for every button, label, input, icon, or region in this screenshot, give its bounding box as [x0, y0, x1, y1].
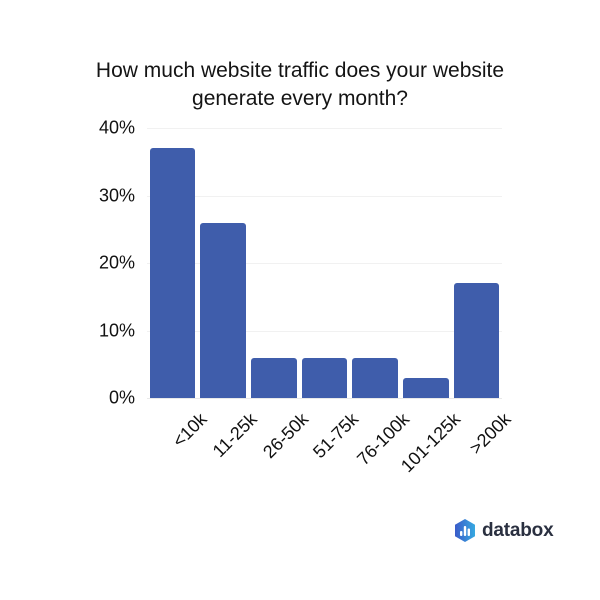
bar-101-125k	[403, 377, 449, 398]
bar-51-75k	[301, 357, 348, 398]
gridline	[147, 263, 502, 264]
databox-hexagon-chart-icon	[455, 519, 475, 542]
y-tick-label: 30%	[98, 185, 135, 205]
gridline	[147, 128, 502, 129]
bar-slot	[350, 128, 401, 398]
y-tick-label: 10%	[98, 320, 135, 340]
x-tick-label: 11-25k	[209, 409, 262, 462]
x-tick-label: <10k	[168, 409, 211, 452]
y-tick-label: 40%	[98, 117, 135, 138]
chart-title: How much website traffic does your websi…	[0, 57, 600, 113]
chart-title-line2: generate every month?	[192, 87, 408, 110]
bar-slot	[451, 128, 502, 398]
y-tick-label: 0%	[108, 387, 135, 408]
plot-area	[147, 128, 502, 399]
bar-slot	[299, 128, 350, 398]
gridline	[147, 195, 502, 197]
bars	[147, 128, 502, 398]
x-axis: <10k 11-25k 26-50k 51-75k 76-100k 101-125k >20…	[0, 409, 600, 489]
bar-slot	[147, 128, 198, 398]
bar-slot	[198, 128, 249, 398]
bar-slot	[248, 128, 299, 398]
x-axis-baseline	[147, 398, 502, 399]
y-axis: 40% 30% 20% 10% 0%	[0, 118, 135, 408]
gridline	[147, 330, 502, 332]
bar-slot	[401, 128, 452, 398]
bar-76-100k	[352, 357, 399, 398]
chart-title-line1: How much website traffic does your websi…	[95, 59, 505, 82]
bar-11-25k	[200, 222, 246, 398]
databox-logo: databox	[455, 519, 554, 542]
bar->200k	[453, 283, 500, 398]
y-tick-label: 20%	[98, 252, 135, 273]
bar-26-50k	[250, 357, 297, 398]
x-tick-label: 26-50k	[258, 409, 312, 463]
bar-<10k	[149, 148, 196, 398]
x-tick-label: >200k	[465, 409, 515, 459]
databox-logo-text: databox	[482, 519, 554, 541]
